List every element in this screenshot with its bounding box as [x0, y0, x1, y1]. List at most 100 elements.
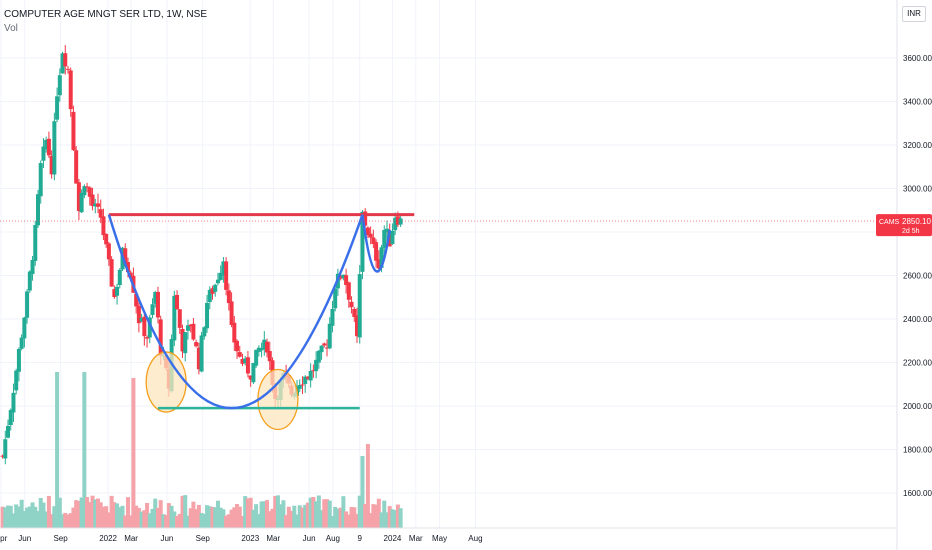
candle-body	[333, 288, 338, 309]
candle-body	[147, 317, 152, 338]
volume-bar	[327, 500, 332, 528]
candle-body	[188, 324, 193, 327]
price-tick-label: 1600.00	[903, 489, 932, 498]
volume-bar	[379, 512, 384, 528]
volume-bar	[259, 501, 264, 528]
candle-body	[52, 121, 57, 175]
last-price-tag: CAMS 2850.10 2d 5h	[876, 214, 932, 237]
candle-body	[398, 218, 403, 225]
candle-body	[215, 279, 220, 284]
volume-bar	[254, 504, 259, 528]
candle-body	[27, 271, 32, 291]
price-tick-label: 2400.00	[903, 315, 932, 324]
candle-body	[46, 138, 51, 156]
candle-body	[352, 308, 357, 317]
volume-bar	[155, 507, 160, 528]
volume-bar	[194, 509, 199, 528]
volume-bar	[357, 495, 362, 528]
volume-bar	[134, 505, 139, 528]
volume-bar	[398, 508, 403, 528]
volume-bar	[305, 502, 310, 528]
volume-bar	[355, 513, 360, 528]
volume-bar	[368, 513, 373, 528]
time-tick-label: 2023	[241, 534, 259, 543]
volume-bar	[265, 500, 270, 528]
candle-body	[237, 352, 242, 357]
volume-bar	[286, 506, 291, 528]
volume-bar	[303, 504, 308, 528]
volume-bar	[112, 502, 117, 528]
candle-body	[327, 323, 332, 349]
candle-body	[95, 203, 100, 207]
volume-bar	[278, 504, 283, 528]
volume-bar	[371, 504, 376, 528]
candle-body	[344, 275, 349, 285]
volume-bar	[131, 378, 136, 528]
time-tick-label: 2022	[99, 534, 117, 543]
volume-bar	[205, 505, 210, 528]
volume-bar	[95, 498, 100, 528]
volume-bar	[30, 502, 35, 528]
volume-bar	[333, 506, 338, 528]
volume-bar	[267, 511, 272, 528]
candle-body	[8, 410, 13, 426]
volume-bar	[49, 514, 54, 528]
volume-bar	[46, 495, 51, 528]
volume-bar	[16, 506, 21, 528]
time-tick-label: 9	[358, 534, 363, 543]
candle-body	[265, 341, 270, 353]
price-tag-bg	[876, 214, 932, 237]
candle-body	[205, 302, 210, 329]
volume-indicator-label[interactable]: Vol	[4, 23, 18, 34]
candle-body	[254, 349, 259, 366]
candle-body	[136, 305, 141, 324]
time-tick-label: 2024	[384, 534, 402, 543]
volume-bar	[363, 504, 368, 528]
time-tick-label: May	[432, 534, 447, 543]
volume-bar	[240, 515, 245, 528]
volume-bar	[41, 502, 46, 528]
candle-body	[325, 347, 330, 349]
candle-body	[387, 231, 392, 247]
candle-body	[346, 282, 351, 300]
candle-body	[65, 68, 70, 70]
candle-body	[224, 261, 229, 290]
candle-body	[191, 323, 196, 340]
price-tick-label: 3400.00	[903, 98, 932, 107]
volume-bar	[224, 515, 229, 528]
candle-body	[115, 286, 120, 296]
candle-body	[74, 150, 79, 184]
volume-bar	[76, 500, 81, 528]
volume-bar	[33, 506, 38, 528]
candle-body	[349, 301, 354, 308]
candle-body	[71, 111, 76, 151]
volume-bar	[101, 506, 106, 528]
candle-body	[393, 217, 398, 231]
handle-curve	[361, 214, 391, 273]
candle-body	[243, 358, 248, 364]
candle-body	[245, 357, 250, 374]
candle-body	[232, 322, 237, 343]
volume-bar	[395, 504, 400, 528]
candle-body	[87, 187, 92, 197]
highlight-circle	[257, 368, 299, 431]
volume-bar	[297, 505, 302, 528]
candle-body	[172, 295, 177, 341]
candle-body	[117, 269, 122, 286]
volume-bar	[346, 514, 351, 528]
candle-body	[330, 308, 335, 326]
volume-bar	[8, 505, 13, 528]
volume-bar	[202, 513, 207, 528]
chart-title[interactable]: COMPUTER AGE MNGT SER LTD, 1W, NSE	[4, 9, 207, 20]
candle-body	[322, 343, 327, 346]
volume-bar	[352, 507, 357, 528]
candle-body	[229, 301, 234, 325]
candle-body	[16, 349, 21, 372]
volume-bar	[207, 506, 212, 528]
price-tick-label: 3200.00	[903, 141, 932, 150]
currency-button[interactable]: INR	[902, 6, 926, 22]
candle-body	[259, 348, 264, 351]
candle-body	[128, 272, 133, 278]
candle-body	[226, 290, 231, 304]
